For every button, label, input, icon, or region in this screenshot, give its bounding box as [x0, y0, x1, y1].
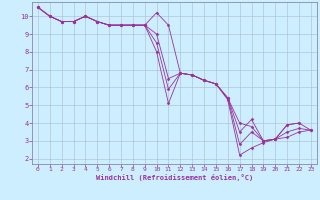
X-axis label: Windchill (Refroidissement éolien,°C): Windchill (Refroidissement éolien,°C) [96, 174, 253, 181]
